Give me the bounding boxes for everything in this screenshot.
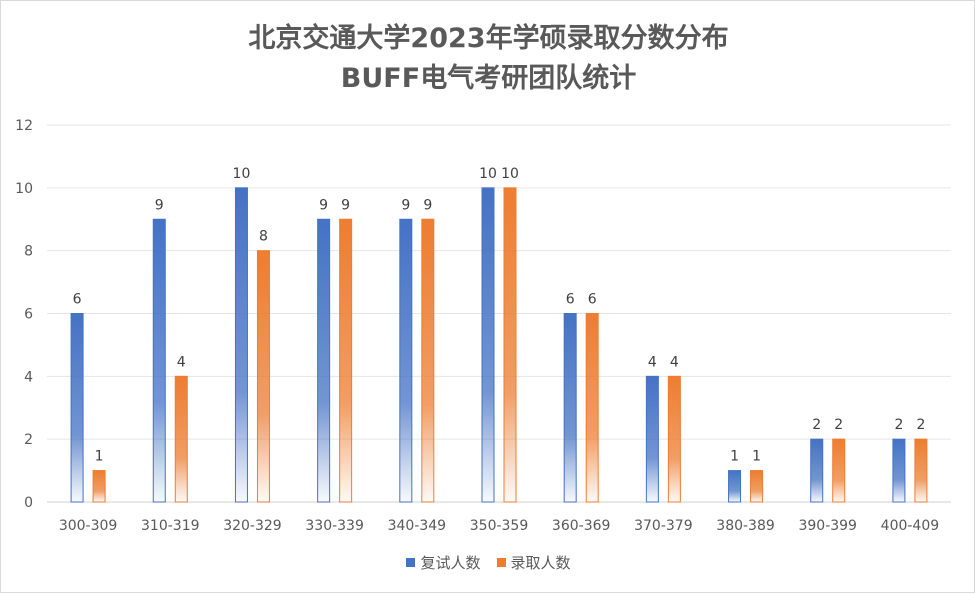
y-axis-ticks: 0 2 4 6 8 10 12 <box>15 118 33 511</box>
x-tick-label: 330-339 <box>305 518 364 534</box>
bar-interview-310-319 <box>152 218 166 503</box>
legend-swatch-admitted <box>496 558 506 567</box>
y-tick-label: 0 <box>24 495 33 511</box>
x-tick-label: 310-319 <box>141 518 200 534</box>
bar-admitted-400-409 <box>914 438 928 503</box>
gridlines <box>47 124 951 503</box>
x-axis-ticks: 300-309 310-319 320-329 330-339 340-349 350-3… <box>59 518 939 534</box>
data-label-interview-380-389: 1 <box>730 449 739 465</box>
legend-swatch-interview <box>406 558 416 567</box>
x-tick-label: 360-369 <box>552 518 611 534</box>
x-tick-label: 370-379 <box>634 518 693 534</box>
bar-admitted-360-369 <box>585 313 599 503</box>
x-tick-label: 300-309 <box>59 518 118 534</box>
y-tick-label: 12 <box>15 118 33 134</box>
bar-admitted-310-319 <box>174 375 188 503</box>
bar-interview-360-369 <box>563 313 577 503</box>
bar-interview-400-409 <box>892 438 906 503</box>
data-label-interview-330-339: 9 <box>319 197 328 213</box>
data-label-interview-360-369: 6 <box>566 292 575 308</box>
bar-interview-370-379 <box>645 375 659 503</box>
legend-entry-interview: 复试人数 <box>406 552 481 573</box>
bar-interview-390-399 <box>810 438 824 503</box>
chart-title-line-2: BUFF电气考研团队统计 <box>340 63 637 94</box>
bar-interview-320-329 <box>234 187 248 503</box>
data-label-interview-350-359: 10 <box>479 166 497 182</box>
x-tick-label: 380-389 <box>716 518 775 534</box>
data-label-admitted-390-399: 2 <box>834 417 843 433</box>
bar-admitted-390-399 <box>832 438 846 503</box>
x-tick-label: 400-409 <box>881 518 940 534</box>
chart-title-line-1: 北京交通大学2023年学硕录取分数分布 <box>248 23 729 54</box>
x-tick-label: 390-399 <box>798 518 857 534</box>
bar-admitted-380-389 <box>750 470 764 503</box>
bar-interview-330-339 <box>317 218 331 503</box>
data-label-interview-300-309: 6 <box>73 292 82 308</box>
data-label-interview-340-349: 9 <box>401 197 410 213</box>
data-label-interview-390-399: 2 <box>812 417 821 433</box>
bar-admitted-350-359 <box>503 187 517 503</box>
bar-admitted-330-339 <box>339 218 353 503</box>
x-tick-label: 350-359 <box>470 518 529 534</box>
data-label-admitted-320-329: 8 <box>259 229 268 245</box>
bar-admitted-370-379 <box>667 375 681 503</box>
legend: 复试人数 录取人数 <box>1 552 975 573</box>
data-label-interview-310-319: 9 <box>155 197 164 213</box>
data-label-admitted-310-319: 4 <box>177 354 186 370</box>
bar-admitted-340-349 <box>421 218 435 503</box>
legend-entry-admitted: 录取人数 <box>496 552 571 573</box>
bars <box>70 187 928 503</box>
data-label-admitted-330-339: 9 <box>341 197 350 213</box>
x-tick-label: 320-329 <box>223 518 282 534</box>
data-label-interview-320-329: 10 <box>233 166 251 182</box>
legend-label-interview: 复试人数 <box>420 554 481 572</box>
bar-interview-350-359 <box>481 187 495 503</box>
bar-admitted-320-329 <box>256 250 270 503</box>
bar-interview-300-309 <box>70 313 84 503</box>
data-label-interview-370-379: 4 <box>648 354 657 370</box>
data-label-interview-400-409: 2 <box>894 417 903 433</box>
data-label-admitted-400-409: 2 <box>916 417 925 433</box>
data-label-admitted-350-359: 10 <box>501 166 519 182</box>
data-label-admitted-300-309: 1 <box>95 449 104 465</box>
chart-title: 北京交通大学2023年学硕录取分数分布 BUFF电气考研团队统计 <box>1 19 975 99</box>
data-label-admitted-340-349: 9 <box>423 197 432 213</box>
y-tick-label: 10 <box>15 181 33 197</box>
bar-interview-380-389 <box>728 470 742 503</box>
bar-admitted-300-309 <box>92 470 106 503</box>
y-tick-label: 2 <box>24 432 33 448</box>
bar-interview-340-349 <box>399 218 413 503</box>
y-tick-label: 6 <box>24 307 33 323</box>
legend-label-admitted: 录取人数 <box>510 554 571 572</box>
y-tick-label: 4 <box>24 369 33 385</box>
y-tick-label: 8 <box>24 244 33 260</box>
data-label-admitted-370-379: 4 <box>670 354 679 370</box>
data-label-admitted-360-369: 6 <box>588 292 597 308</box>
data-label-admitted-380-389: 1 <box>752 449 761 465</box>
x-tick-label: 340-349 <box>388 518 447 534</box>
